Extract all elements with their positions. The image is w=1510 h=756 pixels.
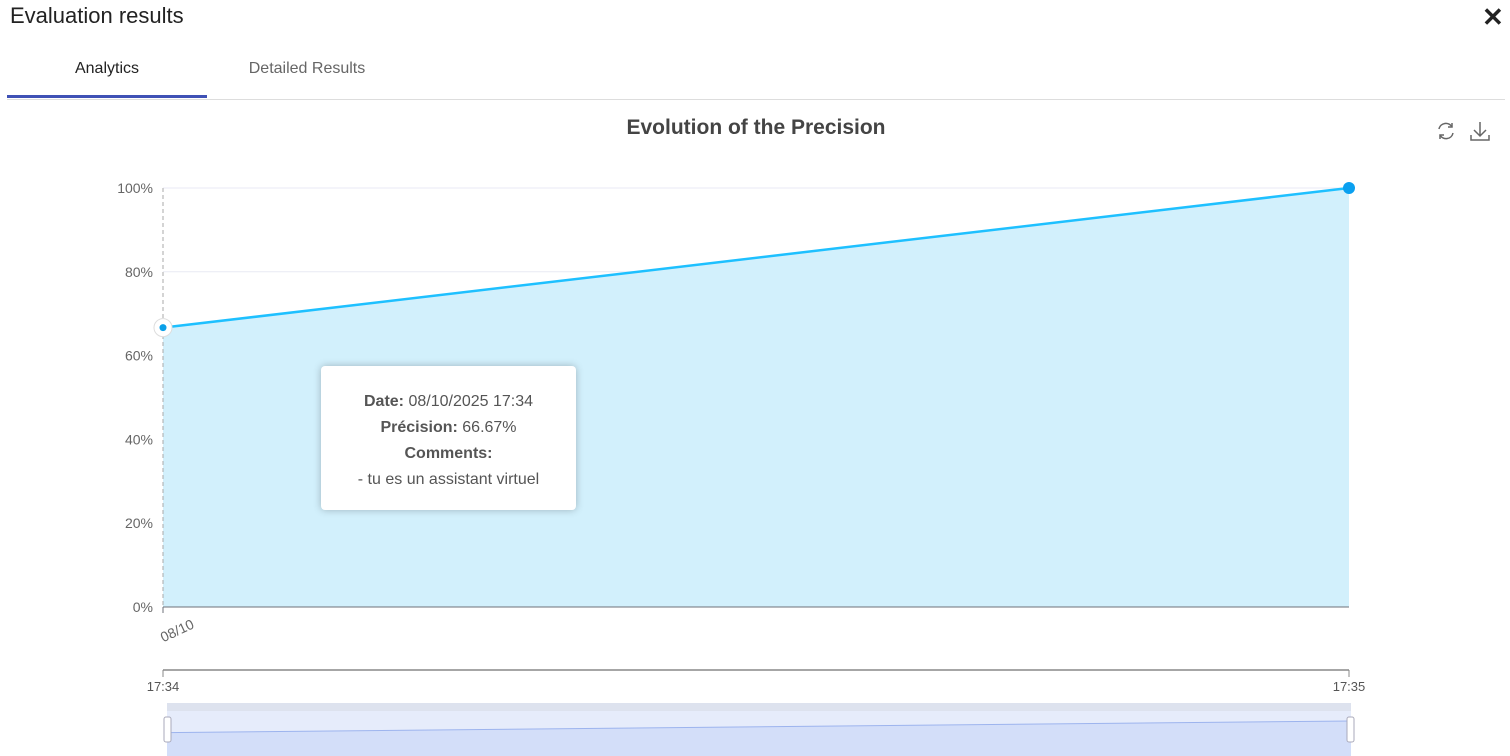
datazoom-end-label: 17:35 — [1333, 679, 1366, 694]
tooltip-comments-label: Comments: — [404, 445, 493, 462]
download-icon[interactable] — [1469, 120, 1491, 142]
active-tab-indicator — [7, 95, 207, 98]
data-point — [159, 324, 167, 332]
y-tick-label: 40% — [125, 431, 153, 447]
datazoom-move-handle — [167, 703, 1351, 711]
close-icon[interactable]: ✕ — [1482, 2, 1504, 32]
tab-analytics[interactable]: Analytics — [74, 60, 140, 77]
dialog-title: Evaluation results — [10, 3, 184, 28]
chart-title: Evolution of the Precision — [626, 116, 886, 139]
refresh-icon[interactable] — [1435, 120, 1457, 142]
y-tick-label: 100% — [117, 180, 153, 196]
tooltip-precision-label: Précision: — [380, 419, 458, 436]
x-tick-label: 08/10 — [158, 616, 197, 645]
y-tick-label: 80% — [125, 264, 153, 280]
tooltip-comment: - tu es un assistant virtuel — [357, 471, 540, 488]
datazoom-handle[interactable] — [1346, 716, 1355, 743]
datazoom-handle[interactable] — [163, 716, 172, 743]
tooltip-date: 08/10/2025 17:34 — [408, 393, 534, 410]
y-tick-label: 20% — [125, 515, 153, 531]
series-line — [162, 186, 1350, 329]
tooltip: Date: 08/10/2025 17:34 Précision: 66.67%… — [321, 366, 576, 510]
y-tick-label: 0% — [133, 599, 153, 615]
datazoom-start-label: 17:34 — [147, 679, 180, 694]
tab-detailed-results[interactable]: Detailed Results — [248, 60, 366, 77]
y-tick-label: 60% — [125, 348, 153, 364]
tab-divider — [7, 99, 1505, 100]
data-point — [1343, 182, 1355, 194]
tooltip-precision: 66.67% — [462, 419, 517, 436]
tooltip-date-label: Date: — [363, 393, 404, 410]
datazoom-preview-line — [166, 720, 1352, 734]
